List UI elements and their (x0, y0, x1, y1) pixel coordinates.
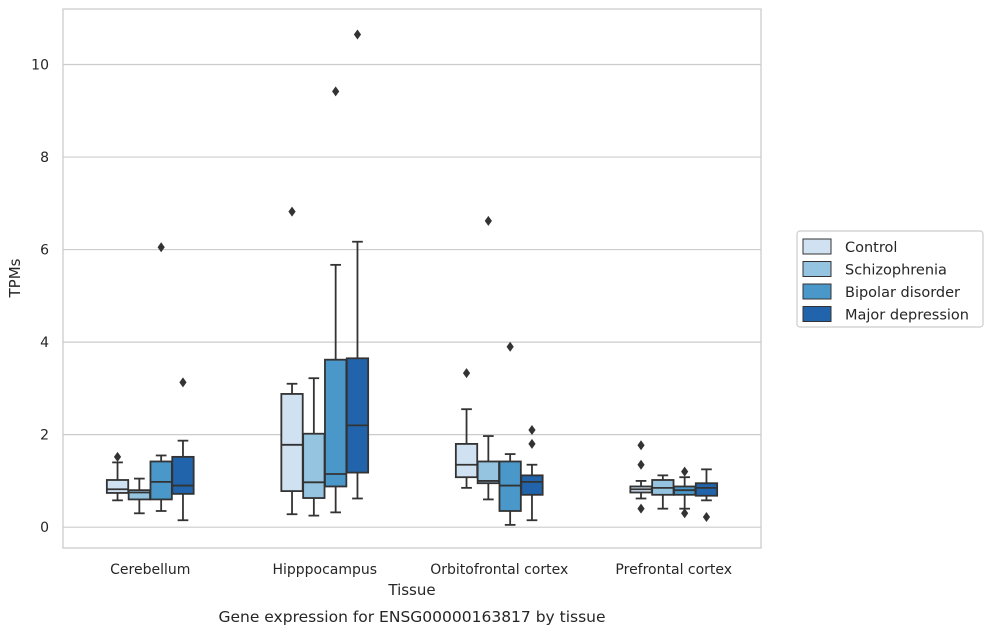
legend-swatch (802, 306, 832, 322)
legend-swatch (802, 261, 832, 277)
outlier-point (332, 86, 340, 97)
box-group (476, 215, 500, 501)
outlier-point (637, 459, 645, 470)
x-axis-label: Tissue (387, 581, 435, 599)
legend-swatch (802, 238, 832, 255)
legend-label: Bipolar disorder (845, 285, 960, 301)
outlier-point (528, 425, 536, 436)
box-group (280, 206, 304, 516)
iqr-box (280, 393, 304, 492)
box-group (673, 466, 697, 519)
outlier-point (288, 206, 296, 217)
iqr-box (476, 460, 500, 485)
outlier-point (353, 29, 362, 40)
box-group (694, 468, 719, 523)
box-group (171, 377, 195, 522)
outlier-point (506, 341, 514, 352)
x-tick-label: Hipppocampus (272, 562, 377, 578)
box-group (651, 474, 675, 510)
outlier-point (462, 368, 471, 379)
outlier-point (702, 512, 711, 523)
legend-swatch (802, 283, 832, 300)
plot-frame (62, 8, 762, 549)
box-group (454, 368, 479, 489)
x-tick-label: Orbitofrontal cortex (430, 562, 568, 578)
legend-label: Major depression (845, 308, 969, 324)
box-group (520, 425, 544, 522)
outlier-point (157, 242, 165, 253)
outlier-point (637, 440, 645, 451)
outlier-point (681, 466, 689, 477)
outlier-point (113, 451, 122, 462)
box-group (324, 86, 348, 514)
y-tick-label: 0 (40, 520, 49, 536)
y-axis-label: TPMs (6, 258, 24, 298)
iqr-box (345, 357, 370, 474)
chart-caption: Gene expression for ENSG00000163817 by t… (218, 608, 605, 626)
y-tick-label: 2 (40, 428, 49, 444)
x-tick-label: Cerebellum (110, 562, 190, 578)
box-group (149, 242, 173, 512)
box-group (127, 477, 151, 515)
x-tick-label: Prefrontal cortex (615, 562, 732, 578)
outlier-point (528, 438, 536, 449)
outlier-point (484, 215, 492, 226)
outlier-point (681, 508, 689, 519)
iqr-box (149, 460, 173, 501)
y-tick-label: 4 (40, 335, 49, 351)
iqr-box (105, 479, 130, 494)
outlier-point (637, 503, 645, 514)
iqr-box (302, 432, 326, 499)
box-group (345, 29, 370, 500)
iqr-box (520, 474, 544, 496)
legend-label: Control (845, 240, 897, 256)
iqr-box (694, 482, 719, 497)
iqr-box (454, 443, 479, 479)
iqr-box (127, 489, 151, 501)
box-group (105, 451, 130, 502)
box-group (629, 440, 653, 514)
legend-label: Schizophrenia (845, 263, 947, 279)
y-tick-label: 8 (40, 150, 49, 166)
outlier-point (179, 377, 187, 388)
iqr-box (324, 358, 348, 488)
y-tick-label: 6 (40, 243, 49, 259)
legend-box (796, 230, 984, 328)
y-tick-label: 10 (31, 58, 49, 74)
iqr-box (171, 455, 195, 495)
